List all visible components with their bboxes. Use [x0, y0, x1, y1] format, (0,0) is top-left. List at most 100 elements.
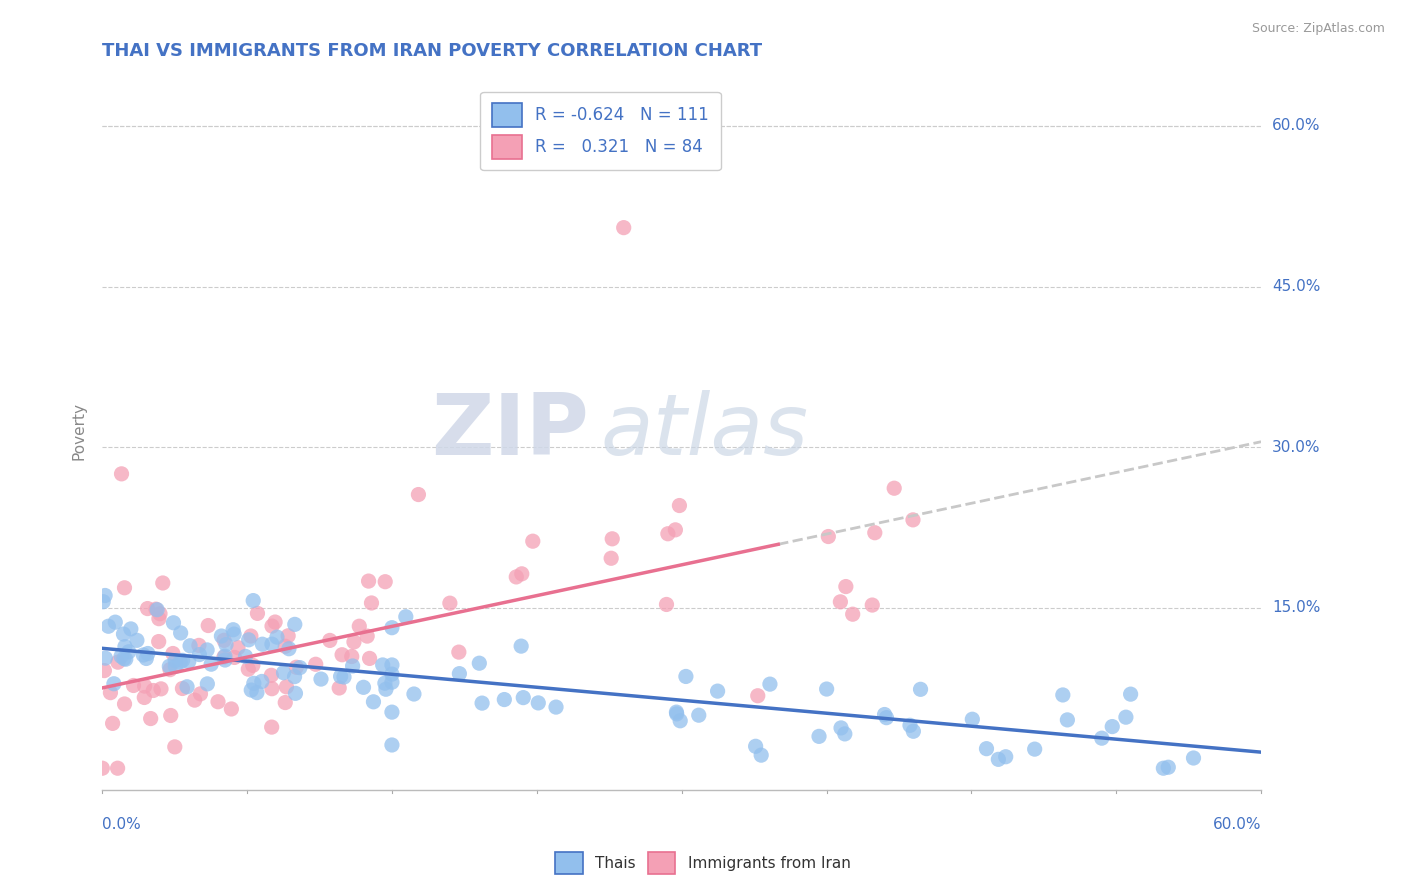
Point	[266, 630, 288, 644]
Point	[274, 640, 297, 654]
Point	[817, 529, 839, 543]
Point	[165, 654, 187, 668]
Point	[264, 615, 287, 629]
Point	[447, 645, 470, 659]
Point	[873, 707, 896, 722]
Point	[125, 633, 148, 648]
Point	[669, 714, 692, 728]
Point	[112, 627, 135, 641]
Point	[962, 712, 984, 726]
Point	[159, 708, 181, 723]
Point	[1182, 751, 1205, 765]
Point	[898, 718, 921, 732]
Point	[1119, 687, 1142, 701]
Point	[238, 662, 260, 676]
Point	[214, 653, 236, 667]
Point	[374, 574, 396, 589]
Point	[1101, 720, 1123, 734]
Point	[283, 670, 305, 684]
Point	[122, 678, 145, 692]
Point	[329, 669, 352, 683]
Point	[276, 680, 298, 694]
Point	[157, 659, 180, 673]
Point	[987, 752, 1010, 766]
Point	[360, 596, 382, 610]
Point	[165, 659, 187, 673]
Point	[668, 499, 690, 513]
Point	[1024, 742, 1046, 756]
Point	[544, 700, 567, 714]
Point	[1056, 713, 1078, 727]
Point	[349, 619, 371, 633]
Point	[179, 639, 201, 653]
Point	[381, 675, 404, 690]
Point	[169, 626, 191, 640]
Point	[169, 655, 191, 669]
Point	[665, 705, 688, 719]
Point	[1115, 710, 1137, 724]
Point	[510, 639, 533, 653]
Point	[172, 653, 194, 667]
Point	[197, 618, 219, 632]
Point	[976, 741, 998, 756]
Point	[148, 634, 170, 648]
Point	[215, 638, 238, 652]
Point	[100, 686, 122, 700]
Point	[190, 687, 212, 701]
Point	[830, 595, 852, 609]
Point	[207, 695, 229, 709]
Point	[110, 467, 132, 481]
Point	[162, 615, 184, 630]
Point	[353, 681, 375, 695]
Point	[159, 663, 181, 677]
Point	[222, 623, 245, 637]
Point	[747, 689, 769, 703]
Point	[212, 633, 235, 648]
Point	[278, 641, 301, 656]
Point	[260, 619, 283, 633]
Point	[195, 677, 218, 691]
Point	[107, 655, 129, 669]
Point	[1157, 760, 1180, 774]
Point	[342, 659, 364, 673]
Y-axis label: Poverty: Poverty	[72, 402, 86, 460]
Point	[834, 727, 856, 741]
Point	[449, 666, 471, 681]
Point	[94, 651, 117, 665]
Point	[152, 576, 174, 591]
Point	[260, 668, 283, 682]
Point	[330, 648, 353, 662]
Point	[381, 705, 404, 719]
Point	[224, 650, 246, 665]
Point	[510, 566, 533, 581]
Point	[688, 708, 710, 723]
Point	[246, 607, 269, 621]
Point	[136, 647, 159, 661]
Point	[657, 526, 679, 541]
Point	[285, 660, 308, 674]
Point	[471, 696, 494, 710]
Point	[274, 696, 297, 710]
Point	[655, 598, 678, 612]
Point	[357, 574, 380, 588]
Point	[439, 596, 461, 610]
Point	[97, 619, 120, 633]
Point	[468, 657, 491, 671]
Point	[494, 692, 516, 706]
Point	[277, 629, 299, 643]
Point	[240, 683, 263, 698]
Point	[250, 674, 273, 689]
Point	[343, 635, 366, 649]
Text: Source: ZipAtlas.com: Source: ZipAtlas.com	[1251, 22, 1385, 36]
Point	[235, 649, 257, 664]
Point	[139, 712, 162, 726]
Point	[284, 617, 307, 632]
Point	[505, 570, 527, 584]
Point	[104, 615, 127, 629]
Point	[103, 677, 125, 691]
Point	[512, 690, 534, 705]
Point	[242, 658, 264, 673]
Point	[356, 629, 378, 643]
Point	[214, 649, 236, 664]
Text: 60.0%: 60.0%	[1212, 817, 1261, 832]
